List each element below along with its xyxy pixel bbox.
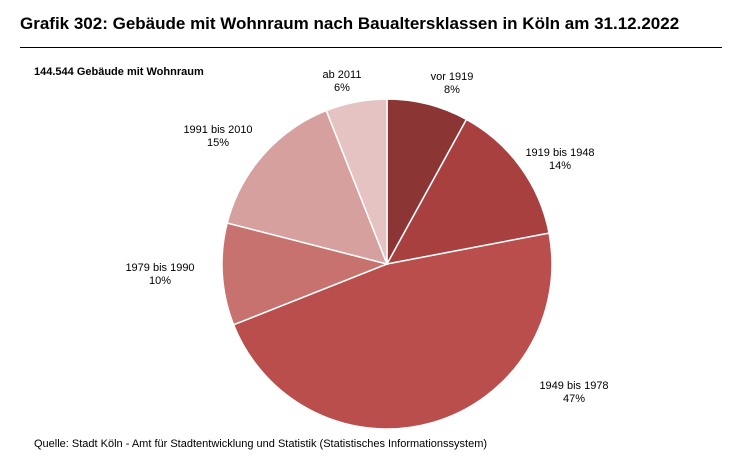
title-divider [20, 47, 722, 48]
slice-label: 1991 bis 2010 [183, 124, 252, 136]
slice-value-label: 8% [444, 84, 460, 96]
slice-value-label: 15% [207, 137, 229, 149]
slice-value-label: 14% [549, 160, 571, 172]
slice-label: 1979 bis 1990 [125, 262, 194, 274]
pie-slice-1949-bis-1978 [232, 232, 553, 430]
slice-value-label: 10% [149, 275, 171, 287]
slice-label: vor 1919 [431, 71, 474, 83]
pie-slice-1919-bis-1948 [385, 118, 550, 266]
slice-value-label: 47% [563, 393, 585, 405]
pie-slice-ab-2011 [325, 98, 388, 265]
source-note: Quelle: Stadt Köln - Amt für Stadtentwic… [34, 438, 488, 450]
slice-label: 1949 bis 1978 [539, 380, 608, 392]
chart-subtitle: 144.544 Gebäude mit Wohnraum [34, 66, 204, 78]
pie-slice-1991-bis-2010 [226, 109, 389, 266]
slice-label: ab 2011 [323, 69, 362, 81]
pie-slice-1979-bis-1990 [221, 222, 390, 326]
chart-title: Grafik 302: Gebäude mit Wohnraum nach Ba… [20, 14, 680, 33]
slice-label: 1919 bis 1948 [525, 147, 594, 159]
pie-slices [221, 98, 553, 430]
slice-value-label: 6% [334, 82, 350, 94]
